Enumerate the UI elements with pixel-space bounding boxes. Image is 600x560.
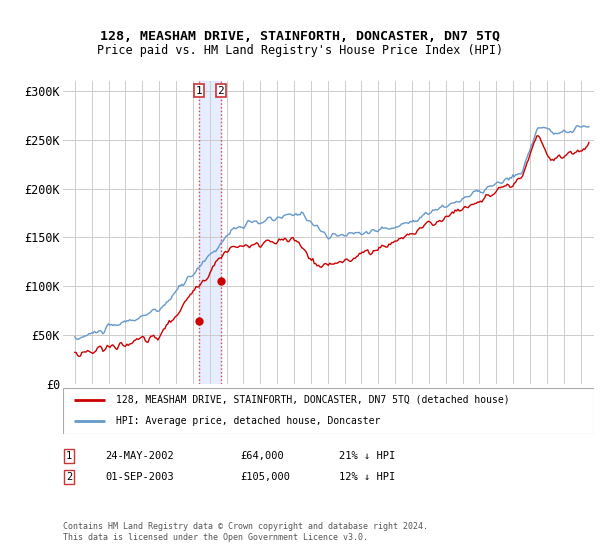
Text: 2: 2 xyxy=(66,472,72,482)
Text: Contains HM Land Registry data © Crown copyright and database right 2024.
This d: Contains HM Land Registry data © Crown c… xyxy=(63,522,428,542)
Text: £105,000: £105,000 xyxy=(240,472,290,482)
Text: £64,000: £64,000 xyxy=(240,451,284,461)
Text: 01-SEP-2003: 01-SEP-2003 xyxy=(105,472,174,482)
Text: 128, MEASHAM DRIVE, STAINFORTH, DONCASTER, DN7 5TQ: 128, MEASHAM DRIVE, STAINFORTH, DONCASTE… xyxy=(100,30,500,43)
Text: 21% ↓ HPI: 21% ↓ HPI xyxy=(339,451,395,461)
Text: 12% ↓ HPI: 12% ↓ HPI xyxy=(339,472,395,482)
Text: HPI: Average price, detached house, Doncaster: HPI: Average price, detached house, Donc… xyxy=(116,416,380,426)
FancyBboxPatch shape xyxy=(63,388,594,434)
Text: 128, MEASHAM DRIVE, STAINFORTH, DONCASTER, DN7 5TQ (detached house): 128, MEASHAM DRIVE, STAINFORTH, DONCASTE… xyxy=(116,395,510,404)
Text: 2: 2 xyxy=(217,86,224,96)
Text: 24-MAY-2002: 24-MAY-2002 xyxy=(105,451,174,461)
Bar xyxy=(199,81,221,384)
Text: 1: 1 xyxy=(196,86,203,96)
Text: Price paid vs. HM Land Registry's House Price Index (HPI): Price paid vs. HM Land Registry's House … xyxy=(97,44,503,57)
Text: 1: 1 xyxy=(66,451,72,461)
